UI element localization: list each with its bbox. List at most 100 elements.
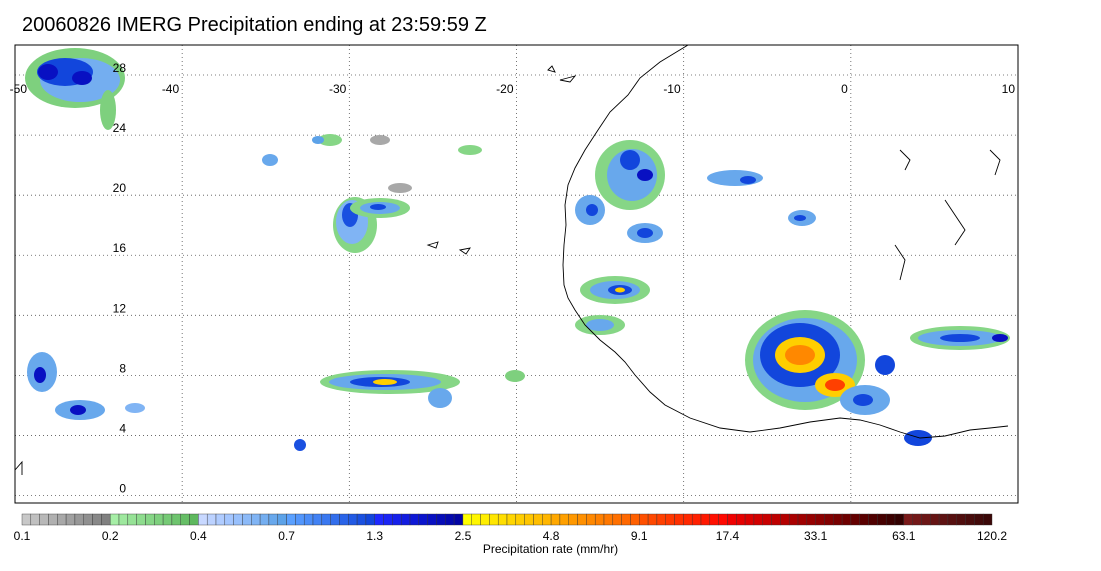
legend-swatch (815, 513, 825, 526)
legend-swatch (445, 513, 455, 526)
legend-swatch (206, 513, 217, 526)
legend-swatch (771, 513, 781, 526)
legend-swatch (718, 513, 728, 526)
coastline-africa (15, 45, 1009, 475)
legend-swatch (647, 513, 658, 526)
map-title: 20060826 IMERG Precipitation ending at 2… (22, 14, 487, 36)
latitude-label: 24 (113, 121, 127, 135)
legend-swatch (594, 513, 605, 526)
legend-swatch (930, 513, 940, 526)
legend-swatch (780, 513, 790, 526)
legend-swatch (877, 513, 887, 526)
legend-swatch (841, 513, 852, 526)
legend-swatch (286, 513, 296, 526)
legend-swatch (418, 513, 428, 526)
legend-swatch (74, 513, 84, 526)
legend-swatch (83, 513, 93, 526)
longitude-labels: -50 -40 -30 -20 -10 0 10 (10, 82, 1016, 96)
legend-swatch (471, 513, 481, 526)
legend-swatch (242, 513, 252, 526)
legend-swatch (330, 513, 340, 526)
latitude-label: 12 (113, 301, 127, 315)
legend-swatch (559, 513, 569, 526)
legend-swatch (912, 513, 922, 526)
legend-swatch (542, 513, 552, 526)
legend-swatch (480, 513, 490, 526)
latitude-labels: 28 24 20 16 12 8 4 0 (113, 61, 127, 495)
legend-swatch (674, 513, 684, 526)
legend-swatch (101, 513, 111, 526)
longitude-label: -30 (329, 82, 347, 96)
longitude-label: -10 (663, 82, 681, 96)
precip-cell-itcz (27, 352, 525, 451)
latitude-label: 16 (113, 241, 127, 255)
longitude-label: -50 (10, 82, 28, 96)
legend-swatch (515, 513, 525, 526)
precip-cell-northwest (25, 48, 125, 130)
legend-tick-label: 2.5 (455, 529, 472, 543)
legend-tick-label: 17.4 (716, 529, 740, 543)
legend-swatch (586, 513, 596, 526)
legend-tick-label: 4.8 (543, 529, 560, 543)
legend-swatch (744, 513, 755, 526)
legend-swatch (982, 513, 993, 526)
legend-tick-label: 0.1 (14, 529, 31, 543)
legend-swatch (365, 513, 375, 526)
legend-swatch (850, 513, 860, 526)
legend-swatch (295, 513, 305, 526)
legend-swatch (665, 513, 675, 526)
legend-swatch (656, 513, 666, 526)
legend-swatch (321, 513, 331, 526)
legend-swatch (788, 513, 799, 526)
legend-swatch (797, 513, 808, 526)
legend-swatch (198, 513, 208, 526)
legend-tick-labels: 0.1 0.2 0.4 0.7 1.3 2.5 4.8 9.1 17.4 33.1 63.1 120.… (14, 529, 1008, 543)
legend-swatch (683, 513, 693, 526)
legend-swatch (189, 513, 199, 526)
legend-tick-label: 120.2 (977, 529, 1007, 543)
legend-swatch (885, 513, 896, 526)
legend-swatch (251, 513, 261, 526)
precip-cell-west-africa (575, 140, 816, 335)
legend-swatch (348, 513, 358, 526)
legend-caption: Precipitation rate (mm/hr) (482, 542, 619, 556)
legend-swatch (709, 513, 719, 526)
legend-tick-label: 9.1 (631, 529, 648, 543)
legend-swatch (400, 513, 411, 526)
legend-swatch (339, 513, 349, 526)
legend-swatch (383, 513, 393, 526)
legend-swatch (568, 513, 578, 526)
legend-swatch (48, 513, 58, 526)
legend-tick-label: 33.1 (804, 529, 828, 543)
legend-swatch (224, 513, 234, 526)
legend-swatch (462, 513, 472, 526)
legend-swatch (154, 513, 164, 526)
legend-swatch (409, 513, 420, 526)
latitude-label: 0 (119, 481, 126, 495)
legend-swatch (497, 513, 508, 526)
legend-swatch (39, 513, 49, 526)
longitude-label: -40 (162, 82, 180, 96)
legend-swatch (736, 513, 746, 526)
precip-cell-central-africa (745, 310, 1010, 446)
legend-swatch (277, 513, 287, 526)
legend-swatch (577, 513, 587, 526)
legend-tick-label: 1.3 (366, 529, 383, 543)
legend-swatch (833, 513, 843, 526)
legend-swatch (524, 513, 534, 526)
legend-swatch (392, 513, 402, 526)
legend-swatch (806, 513, 816, 526)
legend-swatch (30, 513, 40, 526)
legend-swatch (550, 513, 561, 526)
legend-swatch (268, 513, 278, 526)
legend-swatch (233, 513, 243, 526)
legend-swatch (65, 513, 76, 526)
latitude-label: 4 (119, 421, 126, 435)
longitude-label: 0 (841, 82, 848, 96)
legend-swatch (136, 513, 146, 526)
legend-swatch (727, 513, 737, 526)
latitude-label: 8 (119, 361, 126, 375)
legend-swatch (303, 513, 314, 526)
legend-swatch (92, 513, 102, 526)
legend-colorbar (21, 513, 993, 526)
